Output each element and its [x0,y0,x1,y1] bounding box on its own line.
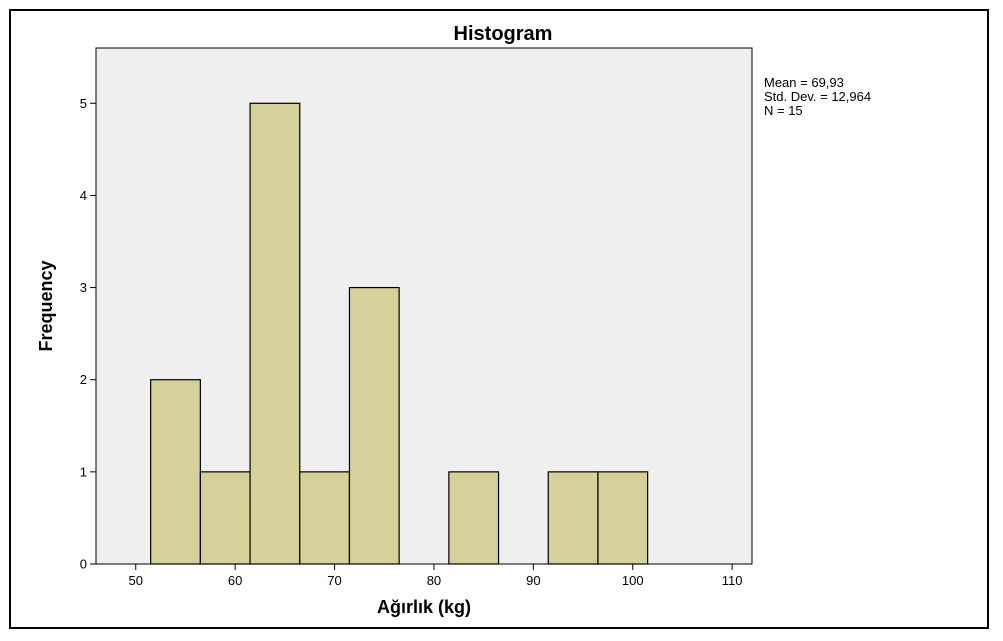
x-axis-title: Ağırlık (kg) [377,597,471,617]
y-axis: 0 1 2 3 4 5 [80,96,96,572]
histogram-bar-6 [547,471,599,565]
x-axis: 50 60 70 80 90 100 110 [129,564,743,588]
histogram-bar-3 [299,471,351,565]
y-axis-title: Frequency [36,260,56,351]
y-tick-label-3: 3 [80,280,87,295]
y-tick-label-4: 4 [80,188,87,203]
histogram-bar-5 [448,471,500,565]
x-tick-label-6: 110 [722,573,743,588]
x-tick-label-4: 90 [526,573,540,588]
y-tick-label-1: 1 [80,464,87,479]
y-tick-label-2: 2 [80,372,87,387]
histogram-bar-1 [199,471,251,565]
histogram-bar-7 [597,471,649,565]
stat-std-dev: Std. Dev. = 12,964 [764,89,871,104]
x-tick-label-5: 100 [622,573,644,588]
x-tick-label-0: 50 [129,573,143,588]
histogram-bar-2 [249,102,301,565]
histogram-bar-4 [348,286,400,565]
histogram-bar-0 [150,379,201,565]
bars-group [150,102,649,565]
x-tick-label-3: 80 [427,573,441,588]
y-tick-label-0: 0 [80,557,87,572]
x-tick-label-2: 70 [327,573,341,588]
chart-title: Histogram [454,23,553,45]
y-tick-label-5: 5 [80,96,87,111]
stat-n: N = 15 [764,103,803,118]
stat-mean: Mean = 69,93 [764,75,844,90]
x-tick-label-1: 60 [228,573,242,588]
